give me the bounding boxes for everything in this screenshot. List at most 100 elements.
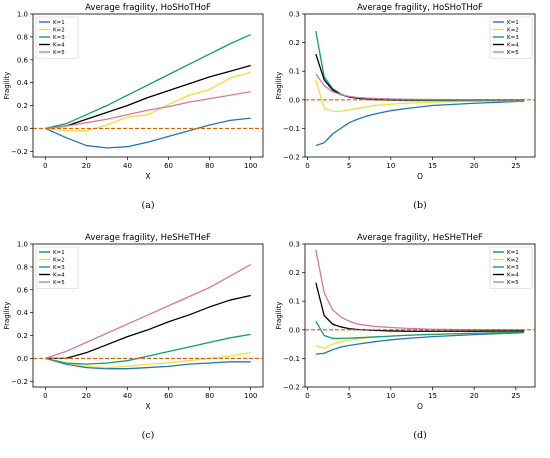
legend-label: K=5 — [53, 50, 65, 56]
legend-box — [35, 16, 79, 59]
legend-label: K=4 — [507, 43, 519, 49]
y-tick-label: −0.1 — [283, 355, 300, 363]
series-line-k1 — [315, 100, 525, 147]
panel-a: Average fragility, HoSHoTHoF 0 20 40 60 80 100… — [3, 3, 264, 211]
y-tick-label: −0.2 — [11, 378, 28, 386]
series-line-k1 — [315, 332, 525, 355]
y-tick-label: 0.6 — [17, 56, 29, 64]
legend: K=1 K=2K=3 K=4K=5 — [489, 246, 533, 289]
plot-area — [33, 33, 263, 149]
y-tick-label: 0.2 — [17, 102, 28, 110]
legend: K=1 K=2K=3 K=4K=5 — [489, 16, 533, 59]
x-tick-label: 20 — [82, 392, 91, 400]
series-line-k2 — [45, 71, 251, 132]
series-line-k5 — [45, 91, 251, 130]
series-line-k5 — [45, 264, 251, 360]
series-line-k5 — [315, 73, 525, 101]
panel-b: Average fragility, HoSHoTHoF 0 5 10 15 20 25 −0… — [275, 3, 536, 211]
y-tick-label: 0.4 — [17, 79, 29, 87]
legend-label: K=1 — [53, 20, 65, 26]
plot-area — [305, 249, 535, 355]
panel-caption: (b) — [413, 200, 427, 211]
series-line-k4 — [45, 64, 251, 130]
y-tick-label: 0.3 — [289, 11, 300, 19]
x-tick-label: 20 — [470, 162, 479, 170]
plot-frame — [32, 13, 264, 158]
legend-label: K=3 — [507, 35, 519, 41]
y-tick-label: 0.3 — [289, 241, 300, 249]
legend-label: K=1 — [507, 20, 519, 26]
y-tick-label: 0.8 — [17, 33, 28, 41]
x-tick-label: 15 — [428, 162, 437, 170]
legend-label: K=2 — [53, 258, 65, 264]
x-tick-label: 25 — [511, 162, 520, 170]
x-axis-label: O — [417, 172, 423, 181]
y-tick-label: 0.1 — [289, 298, 300, 306]
y-tick-label: 0.4 — [17, 309, 29, 317]
series-line-k2 — [45, 352, 251, 369]
x-tick-label: 15 — [428, 392, 437, 400]
y-tick-label: −0.1 — [283, 125, 300, 133]
y-tick-label: −0.2 — [283, 154, 300, 162]
legend-label: K=1 — [53, 250, 65, 256]
legend-label: K=4 — [507, 273, 519, 279]
legend-box — [489, 16, 533, 59]
x-tick-label: 20 — [82, 162, 91, 170]
x-tick-label: 40 — [123, 162, 132, 170]
plot-area — [305, 31, 535, 147]
legend: K=1 K=2K=3 K=4K=5 — [35, 16, 79, 59]
y-tick-label: 0.2 — [17, 332, 28, 340]
legend: K=1 K=2K=3 K=4K=5 — [35, 246, 79, 289]
x-tick-label: 80 — [205, 162, 214, 170]
legend-label: K=3 — [53, 265, 65, 271]
series-line-k3 — [45, 33, 251, 130]
x-axis-label: X — [145, 402, 150, 411]
series-line-k1 — [45, 357, 251, 370]
legend-box — [35, 246, 79, 289]
x-tick-label: 80 — [205, 392, 214, 400]
y-tick-label: −0.2 — [11, 148, 28, 156]
x-tick-label: 25 — [511, 392, 520, 400]
x-tick-label: 60 — [164, 392, 173, 400]
legend-label: K=5 — [507, 50, 519, 56]
x-tick-label: 20 — [470, 392, 479, 400]
y-tick-label: 0.0 — [17, 355, 28, 363]
x-tick-label: 100 — [244, 162, 257, 170]
legend-label: K=1 — [507, 250, 519, 256]
series-line-k4 — [315, 282, 525, 332]
series-line-k4 — [45, 294, 251, 360]
series-line-k2 — [315, 79, 525, 112]
y-tick-label: 1.0 — [17, 241, 28, 249]
x-tick-label: 5 — [347, 162, 351, 170]
y-axis-label: Fragility — [3, 302, 11, 330]
panel-c: Average fragility, HeSHeTHeF 0 20 40 60 80 100… — [3, 233, 264, 441]
y-tick-label: 0.0 — [289, 326, 300, 334]
x-tick-label: 0 — [305, 162, 309, 170]
panel-caption: (d) — [413, 430, 427, 441]
x-tick-label: 0 — [43, 162, 47, 170]
legend-label: K=4 — [53, 273, 65, 279]
y-tick-label: 1.0 — [17, 11, 28, 19]
x-tick-label: 60 — [164, 162, 173, 170]
legend-box — [489, 246, 533, 289]
y-tick-label: −0.2 — [283, 384, 300, 392]
x-axis-label: O — [417, 402, 423, 411]
y-tick-label: 0.0 — [17, 125, 28, 133]
legend-label: K=3 — [53, 35, 65, 41]
series-line-k4 — [315, 53, 525, 101]
legend-label: K=5 — [53, 280, 65, 286]
plot-frame — [304, 243, 536, 388]
panel-caption: (a) — [141, 200, 154, 211]
y-tick-label: 0.2 — [289, 39, 300, 47]
y-tick-label: 0.0 — [289, 96, 300, 104]
y-tick-label: 0.1 — [289, 68, 300, 76]
x-tick-label: 0 — [305, 392, 309, 400]
legend-label: K=5 — [507, 280, 519, 286]
y-axis-label: Fragility — [275, 72, 283, 100]
legend-label: K=4 — [53, 43, 65, 49]
chart-title: Average fragility, HeSHeTHeF — [85, 233, 211, 243]
legend-label: K=3 — [507, 265, 519, 271]
plot-frame — [32, 243, 264, 388]
y-axis-label: Fragility — [3, 72, 11, 100]
